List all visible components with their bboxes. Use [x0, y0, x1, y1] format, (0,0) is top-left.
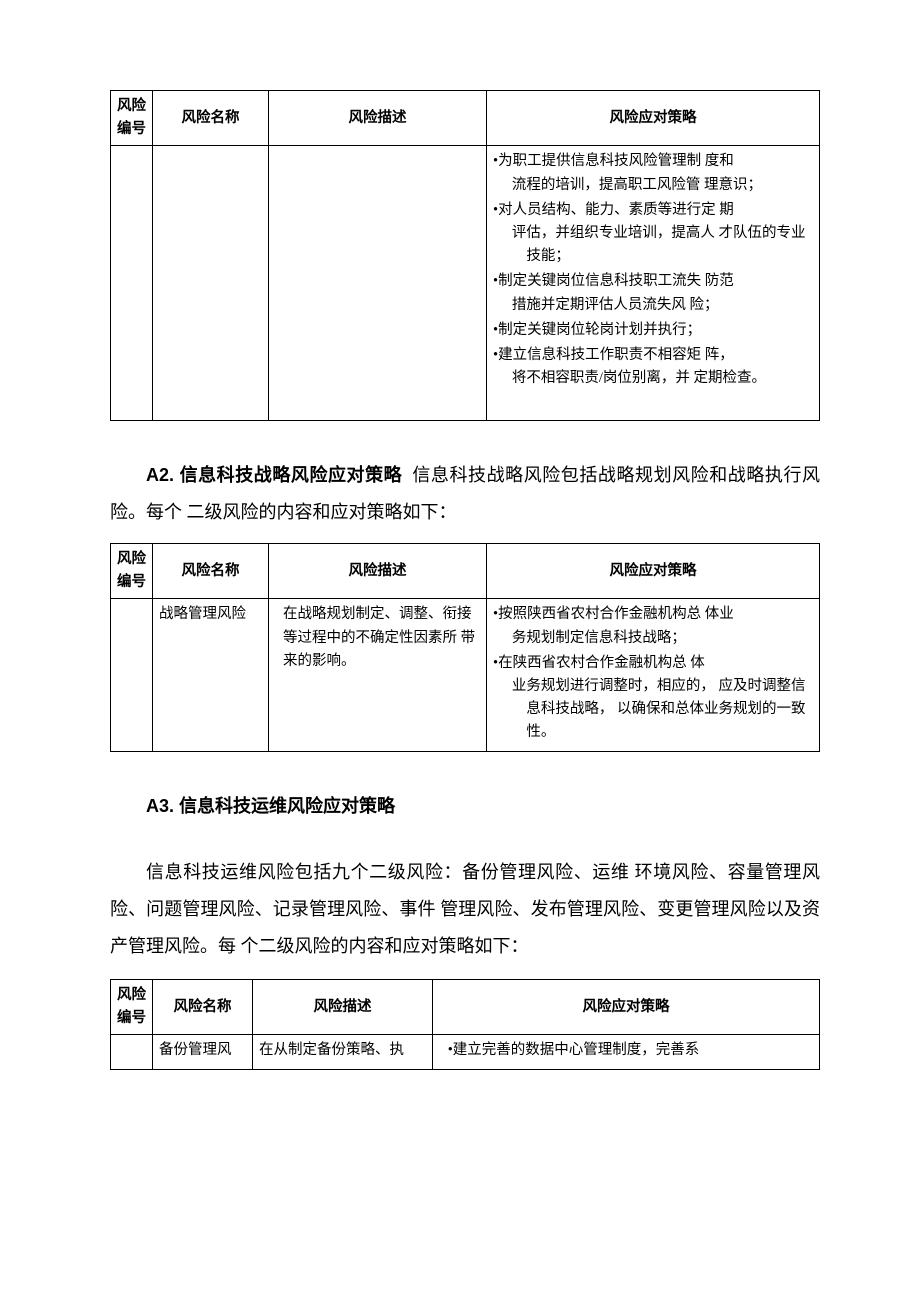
strategy-list: •为职工提供信息科技风险管理制 度和 流程的培训，提高职工风险管 理意识； •对… — [493, 150, 813, 390]
table-row: 备份管理风 在从制定备份策略、执 •建立完善的数据中心管理制度，完善系 — [111, 1035, 820, 1069]
cell-id — [111, 1035, 153, 1069]
list-item: •制定关键岗位轮岗计划并执行； — [493, 319, 813, 342]
section-a2-paragraph: A2. 信息科技战略风险应对策略 信息科技战略风险包括战略规划风险和战略执行风险… — [110, 457, 820, 531]
document-page: 风险编号 风险名称 风险描述 风险应对策略 •为职工提供信息科技风险管理制 度和… — [0, 0, 920, 1130]
bullet-cont: 业务规划进行调整时，相应的， 应及时调整信息科技战略， 以确保和总体业务规划的一… — [508, 675, 814, 745]
list-item: •按照陕西省农村合作金融机构总 体业 务规划制定信息科技战略； — [493, 603, 813, 649]
cell-id — [111, 146, 153, 421]
list-item: •建立完善的数据中心管理制度，完善系 — [439, 1039, 813, 1062]
risk-table-1: 风险编号 风险名称 风险描述 风险应对策略 •为职工提供信息科技风险管理制 度和… — [110, 90, 820, 421]
section-a2: A2. 信息科技战略风险应对策略 信息科技战略风险包括战略规划风险和战略执行风险… — [110, 457, 820, 531]
cell-name — [153, 146, 269, 421]
bullet-text: •按照陕西省农村合作金融机构总 体业 — [493, 606, 734, 622]
section-a2-title: A2. 信息科技战略风险应对策略 — [146, 465, 402, 485]
section-a3-intro-block: 信息科技运维风险包括九个二级风险：备份管理风险、运维 环境风险、容量管理风险、问… — [110, 854, 820, 965]
bullet-text: •建立完善的数据中心管理制度，完善系 — [448, 1042, 700, 1058]
list-item: •建立信息科技工作职责不相容矩 阵， 将不相容职责/岗位别离，并 定期检查。 — [493, 344, 813, 390]
list-item: •在陕西省农村合作金融机构总 体 业务规划进行调整时，相应的， 应及时调整信息科… — [493, 652, 813, 745]
col-header-name: 风险名称 — [153, 980, 253, 1035]
section-a3: A3. 信息科技运维风险应对策略 信息科技运维风险包括九个二级风险：备份管理风险… — [110, 788, 820, 966]
col-header-desc: 风险描述 — [269, 544, 487, 599]
bullet-cont: 措施并定期评估人员流失风 险； — [508, 294, 814, 317]
bullet-text: •对人员结构、能力、素质等进行定 期 — [493, 202, 734, 218]
cell-strategy: •按照陕西省农村合作金融机构总 体业 务规划制定信息科技战略； •在陕西省农村合… — [487, 599, 820, 751]
bullet-text: •在陕西省农村合作金融机构总 体 — [493, 655, 705, 671]
bullet-text: •制定关键岗位信息科技职工流失 防范 — [493, 273, 734, 289]
bullet-cont: 流程的培训，提高职工风险管 理意识； — [508, 174, 814, 197]
bullet-cont: 将不相容职责/岗位别离，并 定期检查。 — [508, 367, 814, 390]
col-header-id: 风险编号 — [111, 980, 153, 1035]
col-header-name: 风险名称 — [153, 91, 269, 146]
strategy-list: •按照陕西省农村合作金融机构总 体业 务规划制定信息科技战略； •在陕西省农村合… — [493, 603, 813, 744]
section-a3-title-line: A3. 信息科技运维风险应对策略 — [110, 788, 820, 825]
col-header-strategy: 风险应对策略 — [433, 980, 820, 1035]
bullet-cont: 评估，并组织专业培训，提高人 才队伍的专业技能； — [508, 222, 814, 268]
risk-table-2: 风险编号 风险名称 风险描述 风险应对策略 战略管理风险 在战略规划制定、调整、… — [110, 543, 820, 752]
col-header-desc: 风险描述 — [269, 91, 487, 146]
table-row: 战略管理风险 在战略规划制定、调整、衔接等过程中的不确定性因素所 带来的影响。 … — [111, 599, 820, 751]
bullet-text: •建立信息科技工作职责不相容矩 阵， — [493, 347, 734, 363]
col-header-name: 风险名称 — [153, 544, 269, 599]
cell-desc-text: 在战略规划制定、调整、衔接等过程中的不确定性因素所 带来的影响。 — [283, 606, 475, 668]
col-header-id: 风险编号 — [111, 91, 153, 146]
cell-id — [111, 599, 153, 751]
col-header-strategy: 风险应对策略 — [487, 544, 820, 599]
risk-table-3: 风险编号 风险名称 风险描述 风险应对策略 备份管理风 在从制定备份策略、执 •… — [110, 979, 820, 1070]
section-a3-title: A3. 信息科技运维风险应对策略 — [146, 796, 395, 816]
col-header-desc: 风险描述 — [253, 980, 433, 1035]
bullet-text: •制定关键岗位轮岗计划并执行； — [493, 322, 701, 338]
cell-desc: 在战略规划制定、调整、衔接等过程中的不确定性因素所 带来的影响。 — [269, 599, 487, 751]
cell-desc: 在从制定备份策略、执 — [253, 1035, 433, 1069]
table-row: •为职工提供信息科技风险管理制 度和 流程的培训，提高职工风险管 理意识； •对… — [111, 146, 820, 421]
bullet-cont: 务规划制定信息科技战略； — [508, 627, 814, 650]
cell-strategy: •建立完善的数据中心管理制度，完善系 — [433, 1035, 820, 1069]
col-header-id: 风险编号 — [111, 544, 153, 599]
strategy-list: •建立完善的数据中心管理制度，完善系 — [439, 1039, 813, 1062]
cell-name: 备份管理风 — [153, 1035, 253, 1069]
section-a3-intro: 信息科技运维风险包括九个二级风险：备份管理风险、运维 环境风险、容量管理风险、问… — [110, 854, 820, 965]
col-header-strategy: 风险应对策略 — [487, 91, 820, 146]
list-item: •为职工提供信息科技风险管理制 度和 流程的培训，提高职工风险管 理意识； — [493, 150, 813, 196]
bullet-text: •为职工提供信息科技风险管理制 度和 — [493, 153, 734, 169]
cell-desc — [269, 146, 487, 421]
table-header-row: 风险编号 风险名称 风险描述 风险应对策略 — [111, 544, 820, 599]
cell-name: 战略管理风险 — [153, 599, 269, 751]
table-header-row: 风险编号 风险名称 风险描述 风险应对策略 — [111, 980, 820, 1035]
list-item: •制定关键岗位信息科技职工流失 防范 措施并定期评估人员流失风 险； — [493, 270, 813, 316]
list-item: •对人员结构、能力、素质等进行定 期 评估，并组织专业培训，提高人 才队伍的专业… — [493, 199, 813, 269]
cell-strategy: •为职工提供信息科技风险管理制 度和 流程的培训，提高职工风险管 理意识； •对… — [487, 146, 820, 421]
table-header-row: 风险编号 风险名称 风险描述 风险应对策略 — [111, 91, 820, 146]
